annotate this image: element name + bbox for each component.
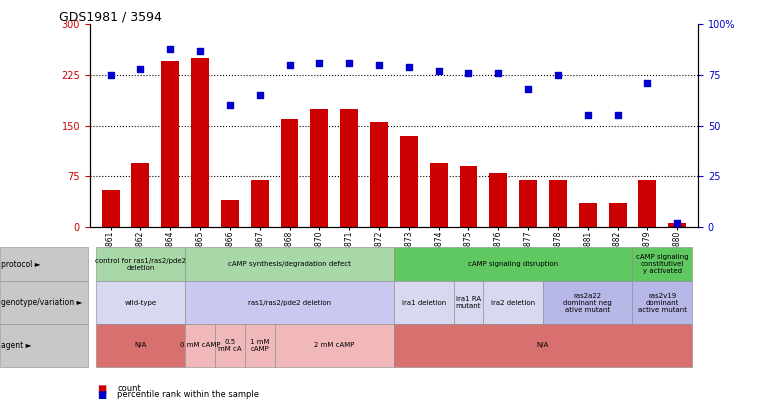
Text: cAMP signaling disruption: cAMP signaling disruption bbox=[468, 261, 558, 267]
Text: ira2 deletion: ira2 deletion bbox=[491, 300, 535, 306]
Point bbox=[522, 86, 534, 92]
Point bbox=[343, 60, 356, 66]
Text: control for ras1/ras2/pde2
deletion: control for ras1/ras2/pde2 deletion bbox=[95, 258, 186, 271]
Bar bbox=[191, 58, 209, 227]
Point bbox=[134, 66, 147, 72]
Text: 0.5
mM cA: 0.5 mM cA bbox=[218, 339, 242, 352]
Bar bbox=[101, 190, 119, 227]
Bar bbox=[430, 163, 448, 227]
Bar bbox=[250, 179, 268, 227]
Text: 1 mM
cAMP: 1 mM cAMP bbox=[250, 339, 269, 352]
Text: 0 mM cAMP: 0 mM cAMP bbox=[180, 342, 220, 348]
Bar bbox=[310, 109, 328, 227]
Bar bbox=[161, 62, 179, 227]
Point bbox=[402, 64, 415, 70]
Text: GDS1981 / 3594: GDS1981 / 3594 bbox=[59, 10, 162, 23]
Point bbox=[105, 72, 117, 78]
Text: genotype/variation ►: genotype/variation ► bbox=[1, 298, 82, 307]
Bar bbox=[519, 179, 537, 227]
Bar bbox=[608, 203, 626, 227]
Bar bbox=[281, 119, 299, 227]
Bar bbox=[639, 179, 656, 227]
Text: 2 mM cAMP: 2 mM cAMP bbox=[314, 342, 354, 348]
Point bbox=[582, 112, 594, 119]
Text: ras1/ras2/pde2 deletion: ras1/ras2/pde2 deletion bbox=[248, 300, 331, 306]
Bar bbox=[132, 163, 149, 227]
Bar bbox=[340, 109, 358, 227]
Text: ira1 RA
mutant: ira1 RA mutant bbox=[456, 296, 481, 309]
Text: protocol ►: protocol ► bbox=[1, 260, 41, 269]
Text: count: count bbox=[117, 384, 140, 393]
Text: ras2v19
dominant
active mutant: ras2v19 dominant active mutant bbox=[638, 293, 687, 313]
Point bbox=[193, 47, 206, 54]
Text: cAMP signaling
constitutivel
y activated: cAMP signaling constitutivel y activated bbox=[636, 254, 689, 274]
Point bbox=[492, 70, 505, 76]
Point bbox=[641, 80, 654, 86]
Point bbox=[224, 102, 236, 109]
Text: percentile rank within the sample: percentile rank within the sample bbox=[117, 390, 259, 399]
Point bbox=[612, 112, 624, 119]
Text: agent ►: agent ► bbox=[1, 341, 31, 350]
Point bbox=[463, 70, 475, 76]
Bar bbox=[549, 179, 567, 227]
Text: ■: ■ bbox=[98, 390, 107, 400]
Point bbox=[164, 45, 176, 52]
Point bbox=[373, 62, 385, 68]
Bar bbox=[221, 200, 239, 227]
Text: N/A: N/A bbox=[537, 342, 549, 348]
Bar bbox=[579, 203, 597, 227]
Point bbox=[432, 68, 445, 74]
Text: ras2a22
dominant neg
ative mutant: ras2a22 dominant neg ative mutant bbox=[563, 293, 612, 313]
Text: ira1 deletion: ira1 deletion bbox=[402, 300, 446, 306]
Point bbox=[283, 62, 296, 68]
Bar bbox=[400, 136, 418, 227]
Point bbox=[313, 60, 325, 66]
Bar bbox=[668, 224, 686, 227]
Text: wild-type: wild-type bbox=[124, 300, 157, 306]
Bar bbox=[489, 173, 507, 227]
Text: ■: ■ bbox=[98, 384, 107, 394]
Text: N/A: N/A bbox=[134, 342, 147, 348]
Bar bbox=[459, 166, 477, 227]
Bar bbox=[370, 122, 388, 227]
Point bbox=[254, 92, 266, 98]
Point bbox=[551, 72, 564, 78]
Point bbox=[671, 220, 683, 226]
Text: cAMP synthesis/degradation defect: cAMP synthesis/degradation defect bbox=[228, 261, 351, 267]
